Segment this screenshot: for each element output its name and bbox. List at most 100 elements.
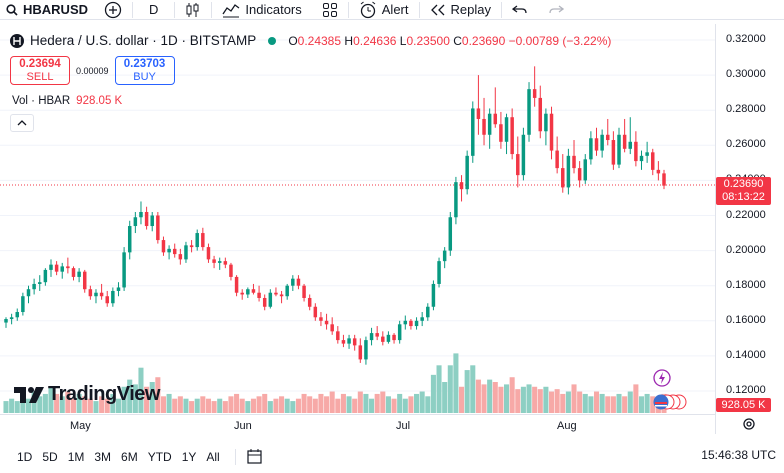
compare-button[interactable] <box>94 0 132 20</box>
ohlc-values: O0.24385 H0.24636 L0.23500 C0.23690 −0.0… <box>288 34 611 48</box>
range-button-3m[interactable]: 3M <box>94 449 112 464</box>
candle-body <box>386 334 391 342</box>
buy-label: BUY <box>133 71 156 83</box>
volume-bar <box>408 396 414 413</box>
candle <box>347 334 351 349</box>
volume-bar <box>245 401 251 413</box>
candle-body <box>313 306 318 318</box>
candle <box>566 148 571 195</box>
range-button-5d[interactable]: 5D <box>42 449 58 464</box>
low-label: L <box>399 33 407 48</box>
candle <box>268 289 273 309</box>
replay-label: Replay <box>450 2 491 17</box>
alert-button[interactable]: Alert <box>349 0 419 20</box>
range-button-1y[interactable]: 1Y <box>181 449 197 464</box>
candle <box>437 257 441 288</box>
volume-bar <box>99 396 105 413</box>
volume-bar <box>582 393 588 413</box>
templates-button[interactable] <box>312 0 348 20</box>
candle-body <box>634 141 638 162</box>
range-button-all[interactable]: All <box>206 449 220 464</box>
range-button-1d[interactable]: 1D <box>17 449 33 464</box>
candle-body <box>381 336 385 342</box>
range-button-6m[interactable]: 6M <box>121 449 138 464</box>
replay-button[interactable]: Replay <box>420 0 501 20</box>
candle <box>274 287 278 297</box>
candle-body <box>628 141 632 149</box>
candle <box>127 220 132 260</box>
chart-type-button[interactable] <box>175 0 211 20</box>
candle-body <box>549 113 554 151</box>
time-axis[interactable]: May Jun Jul Aug <box>0 414 715 434</box>
candle-body <box>639 155 644 162</box>
settings-gear-icon[interactable] <box>742 417 756 431</box>
candle <box>499 111 503 149</box>
tradingview-logo: TradingView <box>14 383 160 406</box>
candle <box>426 303 430 321</box>
candle <box>291 275 295 291</box>
candle <box>178 248 183 265</box>
redo-button[interactable] <box>538 0 574 20</box>
indicators-label: Indicators <box>245 2 302 17</box>
candle-body <box>60 266 64 272</box>
candle <box>217 257 222 270</box>
collapse-legend-button[interactable] <box>10 114 34 132</box>
candle-body <box>195 233 199 248</box>
candle <box>139 201 143 225</box>
volume-bar <box>492 382 498 413</box>
lightning-icon[interactable] <box>653 369 671 387</box>
volume-bar <box>115 398 122 413</box>
candle <box>49 259 53 277</box>
divider <box>132 1 133 18</box>
volume-bar <box>93 401 99 413</box>
sell-button[interactable]: 0.23694 SELL <box>10 56 70 85</box>
candle-body <box>139 211 143 218</box>
candle <box>431 280 436 311</box>
utc-clock[interactable]: 15:46:38 UTC <box>701 448 776 462</box>
volume-bar <box>205 398 211 413</box>
candle <box>330 317 334 335</box>
undo-button[interactable] <box>502 0 538 20</box>
candle <box>448 211 453 256</box>
buy-button[interactable]: 0.23703 BUY <box>114 56 175 85</box>
candle-body <box>172 248 177 255</box>
candle-body <box>375 333 379 337</box>
candle <box>628 117 632 155</box>
candle <box>420 312 424 327</box>
symbol-search[interactable]: HBARUSD <box>0 0 94 20</box>
volume-bar <box>211 401 217 413</box>
range-button-1m[interactable]: 1M <box>67 449 85 464</box>
candle-body <box>364 340 368 360</box>
volume-bar <box>509 377 515 413</box>
candle <box>99 283 104 300</box>
volume-bar <box>335 398 341 413</box>
volume-bar <box>419 391 425 413</box>
candle-body <box>88 289 93 297</box>
rewind-icon <box>430 4 444 15</box>
interval-button[interactable]: D <box>133 0 174 20</box>
candle <box>521 127 526 181</box>
indicators-button[interactable]: Indicators <box>212 0 311 20</box>
price-axis[interactable]: 0.320000.300000.280000.260000.240000.220… <box>715 24 784 434</box>
events-flags-icon[interactable] <box>652 393 688 411</box>
volume-bar <box>622 396 628 413</box>
candle <box>589 131 593 165</box>
tv-mark-icon <box>14 386 44 403</box>
candle-body <box>611 140 616 165</box>
price-chart[interactable] <box>0 24 715 414</box>
market-status-dot[interactable] <box>268 36 277 45</box>
candle <box>133 211 138 234</box>
candle-body <box>133 217 138 227</box>
candle-body <box>229 264 233 277</box>
price-tick-label: 0.16000 <box>726 313 766 326</box>
range-button-ytd[interactable]: YTD <box>147 449 172 464</box>
volume-bar <box>279 396 285 413</box>
candle <box>639 150 644 170</box>
calendar-goto-icon[interactable] <box>246 448 264 466</box>
candle <box>262 294 267 311</box>
volume-bar <box>228 396 234 413</box>
candle-body <box>184 245 188 260</box>
volume-bar <box>357 391 363 413</box>
volume-bar <box>20 396 26 413</box>
candle <box>442 247 447 269</box>
